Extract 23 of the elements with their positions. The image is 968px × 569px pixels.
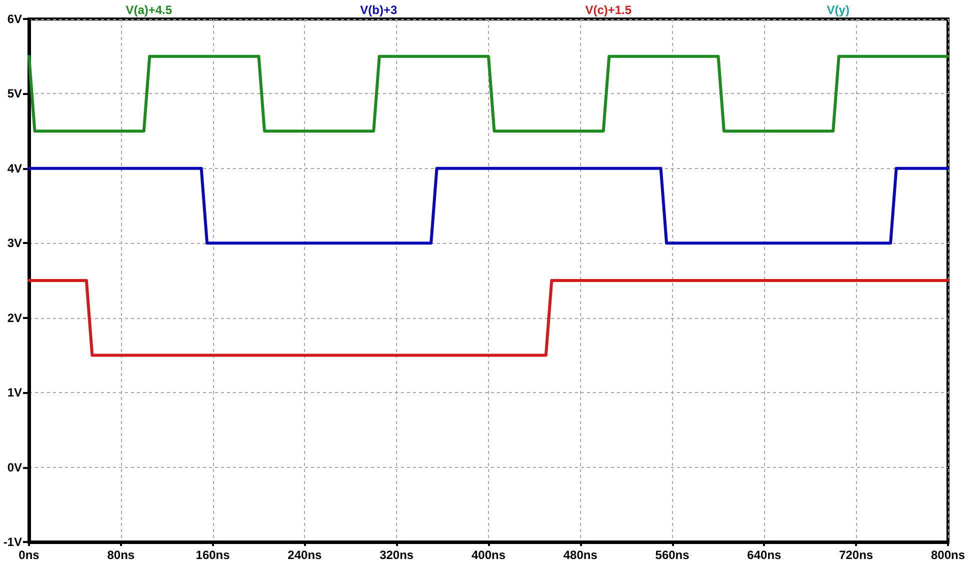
y-tick-label: 3V [7, 236, 22, 250]
x-tick-label: 560ns [655, 548, 690, 562]
text: V(a)+4.5 [126, 3, 172, 17]
x-tick-label: 0ns [18, 548, 40, 562]
x-tick-label: 240ns [288, 548, 322, 562]
x-tick-label: 800ns [930, 548, 966, 562]
x-tick-label: 80ns [107, 548, 135, 562]
y-tick-label: 2V [7, 310, 22, 325]
x-tick-label: 160ns [196, 548, 230, 562]
x-tick-label: 480ns [563, 548, 598, 562]
text: V(c)+1.5 [585, 3, 632, 17]
x-tick-label: 640ns [747, 548, 782, 562]
y-tick-label: 4V [7, 161, 22, 176]
x-tick-label: 400ns [471, 548, 506, 562]
y-tick-label: 5V [7, 86, 22, 101]
x-tick-label: 720ns [839, 548, 874, 562]
y-tick-label: 1V [7, 386, 22, 400]
y-tick-label: 6V [7, 12, 22, 26]
y-tick-label: 0V [7, 460, 22, 474]
legend-label: V(y) [826, 3, 850, 17]
y-tick-label: -1V [3, 535, 22, 549]
text: V(b)+3 [360, 3, 398, 17]
x-tick-label: 320ns [380, 548, 414, 562]
